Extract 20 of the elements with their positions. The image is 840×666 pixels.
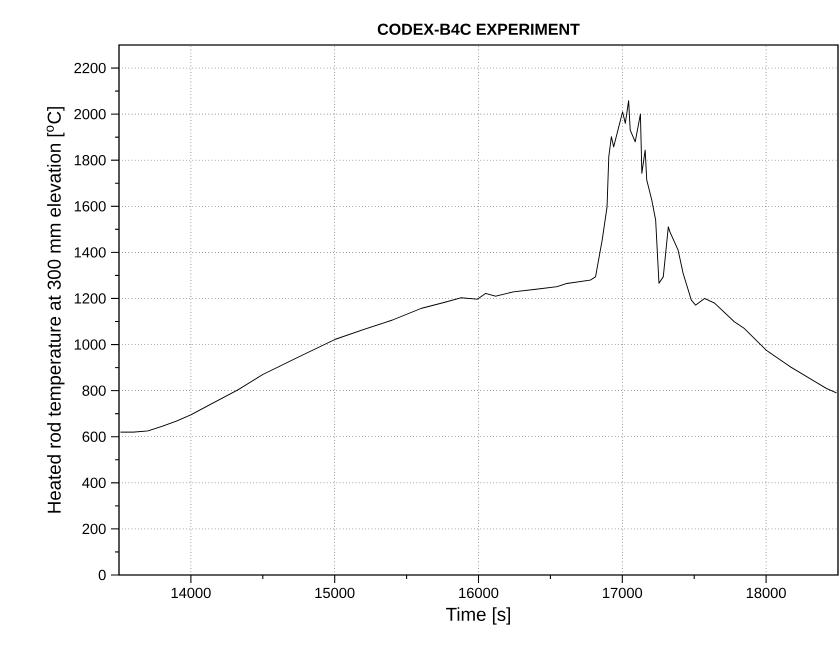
y-tick-label: 400 (82, 478, 106, 488)
x-tick-label: 18000 (746, 588, 786, 598)
y-tick-label: 800 (82, 385, 106, 396)
y-tick-label: 200 (82, 524, 106, 534)
y-tick-label: 1000 (74, 339, 106, 350)
x-axis-title: Time [s] (446, 607, 510, 625)
y-axis-title: Heated rod temperature at 300 mm elevation [$^{o}$C] (46, 107, 65, 513)
x-tick-label: 14000 (172, 588, 211, 598)
y-tick-label: 0 (98, 570, 106, 580)
x-tick-label: 15000 (315, 588, 354, 598)
x-tick-label: 16000 (459, 588, 498, 598)
y-tick-label: 1200 (74, 293, 106, 304)
y-tick-label: 1800 (74, 155, 106, 166)
y-tick-label: 1400 (74, 247, 106, 258)
y-tick-label: 2200 (74, 62, 106, 74)
y-tick-label: 2000 (74, 108, 106, 120)
x-tick-label: 17000 (603, 588, 642, 598)
chart-title: CODEX-B4C EXPERIMENT (378, 24, 580, 35)
y-tick-label: 1600 (74, 201, 106, 212)
y-tick-label: 600 (82, 432, 106, 442)
